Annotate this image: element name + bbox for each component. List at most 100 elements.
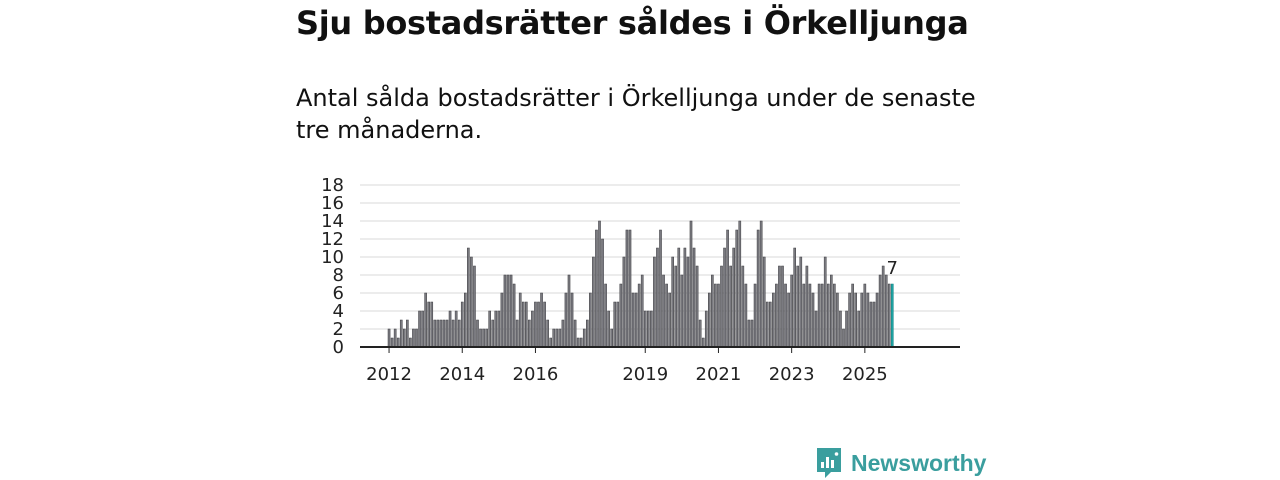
bar: [765, 301, 769, 348]
bar: [769, 301, 772, 348]
bar: [839, 310, 842, 348]
bar: [741, 265, 745, 348]
bar: [781, 265, 784, 348]
bar: [790, 274, 793, 348]
bar: [464, 292, 467, 348]
bar: [442, 319, 446, 348]
bar: [601, 238, 604, 348]
bar: [570, 292, 574, 348]
bar: [738, 220, 742, 348]
bar: [430, 301, 434, 348]
bar: [668, 292, 671, 348]
bar: [415, 328, 418, 348]
bar: [488, 310, 491, 348]
bar: [625, 229, 629, 348]
bar: [424, 292, 427, 348]
bar: [537, 301, 540, 348]
bar: [659, 229, 662, 348]
bar: [653, 256, 656, 348]
bar: [403, 328, 406, 348]
bar: [528, 319, 531, 348]
bar: [564, 292, 568, 348]
bar: [805, 265, 809, 348]
x-tick-label: 2019: [622, 364, 668, 385]
bar: [399, 319, 403, 348]
bar: [872, 301, 876, 348]
page-subtitle: Antal sålda bostadsrätter i Örkelljunga …: [296, 84, 976, 144]
bar: [811, 292, 815, 348]
bar: [875, 292, 879, 348]
bar: [500, 292, 504, 348]
bar: [445, 319, 449, 348]
bar: [762, 256, 766, 348]
bar: [448, 310, 452, 348]
bar: [470, 256, 473, 348]
bar: [887, 283, 891, 348]
bar: [613, 301, 617, 348]
y-tick-label: 14: [321, 211, 344, 232]
y-tick-label: 4: [333, 301, 344, 322]
bar: [409, 337, 412, 348]
bar: [698, 319, 702, 348]
bar: [643, 310, 647, 348]
bar: [842, 328, 845, 348]
bar: [457, 319, 461, 348]
bar: [711, 274, 714, 348]
y-tick-label: 2: [333, 319, 344, 340]
bar: [704, 310, 708, 348]
bar: [506, 274, 510, 348]
bar: [674, 265, 678, 348]
y-tick-label: 18: [321, 175, 344, 196]
bar: [851, 283, 854, 348]
bar: [521, 301, 525, 348]
bar: [647, 310, 650, 348]
bar: [558, 328, 562, 348]
bar: [579, 337, 583, 348]
bar: [717, 283, 720, 348]
bar: [714, 283, 717, 348]
bar: [778, 265, 781, 348]
bar: [775, 283, 778, 348]
bar: [650, 310, 653, 348]
bar: [695, 265, 699, 348]
x-tick-label: 2014: [439, 364, 485, 385]
page-title: Sju bostadsrätter såldes i Örkelljunga: [296, 4, 969, 42]
bar: [814, 310, 818, 348]
bar: [595, 229, 598, 348]
bar: [503, 274, 507, 348]
bars: [387, 220, 894, 348]
bar: [796, 265, 800, 348]
x-tick-label: 2025: [842, 364, 888, 385]
bar: [866, 292, 870, 348]
bar: [476, 319, 479, 348]
x-tick-label: 2012: [366, 364, 412, 385]
bar: [576, 337, 580, 348]
bar: [677, 247, 681, 348]
bar: [427, 301, 430, 348]
bar: [543, 301, 546, 348]
bar: [451, 319, 455, 348]
bar: [772, 292, 775, 348]
bar: [460, 301, 464, 348]
bar: [607, 310, 610, 348]
bar: [479, 328, 482, 348]
bar: [820, 283, 824, 348]
bar: [412, 328, 415, 348]
bar: [540, 292, 543, 348]
bar: [845, 310, 848, 348]
bar: [784, 283, 787, 348]
bar: [622, 256, 626, 348]
axes: [360, 346, 960, 353]
bar: [857, 310, 861, 348]
bar: [515, 319, 519, 348]
bar: [747, 319, 751, 348]
bar: [826, 283, 830, 348]
bar: [863, 283, 867, 348]
bar: [701, 337, 705, 348]
bar: [439, 319, 443, 348]
bar: [433, 319, 437, 348]
bar: [726, 229, 729, 348]
bar: [473, 265, 476, 348]
bar: [836, 292, 839, 348]
